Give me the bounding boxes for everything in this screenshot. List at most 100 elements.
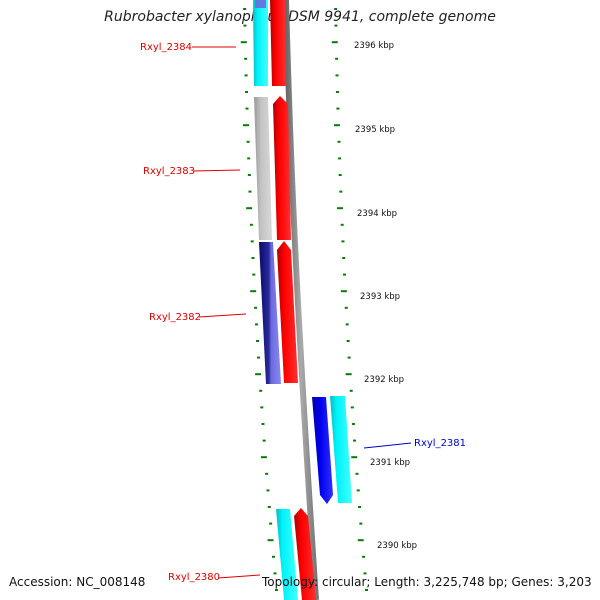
ruler-tick [358,506,362,508]
gene-rxyl-2383[interactable] [254,96,291,240]
ruler-tick [260,406,264,409]
ruler-tick [245,107,249,110]
gene-label-rxyl-2380[interactable]: Rxyl_2380 [168,572,220,583]
kbp-label-2391: 2391 kbp [370,458,410,468]
gene-rxyl-2380[interactable] [276,508,316,600]
ruler-tick [254,306,258,309]
genome-backbone [283,0,319,600]
ruler-tick [257,356,261,359]
ruler-tick [243,24,247,27]
ruler-tick [260,456,267,459]
ruler-tick [349,389,353,392]
gene-rxyl-2384[interactable] [253,0,286,86]
leader-line-2381 [363,442,412,449]
leader-line-2380 [217,574,261,579]
kbp-label-2392: 2392 kbp [364,375,404,385]
ruler-tick [363,572,367,575]
ruler-tick [357,539,364,542]
ruler-tick [243,124,250,127]
ruler-tick [338,157,342,160]
ruler-tick [331,41,338,44]
ruler-left [240,8,278,591]
ruler-tick [267,539,274,542]
ruler-tick [336,107,340,110]
ruler-tick [252,273,256,276]
genome-info-text: Topology: circular; Length: 3,225,748 bp… [262,575,592,589]
kbp-label-2393: 2393 kbp [360,292,400,302]
ruler-tick [259,389,263,392]
ruler-tick [341,240,345,243]
ruler-tick [345,323,349,326]
ruler-tick [335,74,339,77]
ruler-tick [246,207,253,210]
ruler-tick [274,589,278,591]
kbp-label-2390: 2390 kbp [377,541,417,551]
ruler-tick [247,157,251,160]
ruler-tick [351,423,355,425]
ruler-tick [355,472,359,475]
ruler-tick [356,489,360,492]
ruler-tick [359,522,363,525]
ruler-tick [256,340,260,342]
ruler-tick [338,174,342,176]
leader-line-2382 [198,313,247,318]
gene-label-rxyl-2381[interactable]: Rxyl_2381 [414,438,466,449]
ruler-tick [250,240,254,243]
ruler-tick [245,91,249,93]
gene-label-rxyl-2384[interactable]: Rxyl_2384 [140,42,192,53]
ruler-tick [335,57,339,60]
leader-line-2383 [192,169,241,172]
gene-rxyl-2381[interactable] [312,396,352,504]
ruler-right [331,8,369,591]
ruler-tick [250,290,257,293]
ruler-tick [269,522,273,525]
ruler-tick [251,257,255,259]
ruler-tick [243,8,247,10]
ruler-tick [344,306,348,309]
ruler-tick [271,555,275,558]
ruler-tick [333,124,340,127]
kbp-label-2395: 2395 kbp [355,125,395,135]
ruler-tick [353,439,357,442]
ruler-tick [350,406,354,409]
ruler-tick [244,57,248,60]
ruler-tick [346,340,350,342]
accession-text: Accession: NC_008148 [9,575,146,589]
ruler-tick [246,140,250,143]
ruler-tick [340,223,344,226]
gene-label-rxyl-2383[interactable]: Rxyl_2383 [143,166,195,177]
kbp-label-2394: 2394 kbp [357,209,397,219]
ruler-tick [265,472,269,475]
ruler-tick [362,555,366,558]
ruler-tick [247,174,251,176]
ruler-tick [337,140,341,143]
ruler-tick [267,506,271,508]
ruler-tick [255,373,262,376]
ruler-tick [244,74,248,77]
gene-rxyl-2382[interactable] [259,241,298,384]
ruler-tick [335,91,339,93]
ruler-tick [339,190,343,193]
ruler-tick [334,24,338,27]
ruler-tick [336,207,343,210]
ruler-tick [273,572,277,575]
kbp-label-2396: 2396 kbp [354,41,394,51]
ruler-tick [365,589,369,591]
ruler-tick [248,190,252,193]
ruler-tick [249,223,253,226]
ruler-tick [261,423,265,425]
ruler-tick [240,41,247,44]
gene-label-rxyl-2382[interactable]: Rxyl_2382 [149,312,201,323]
ruler-tick [342,257,346,259]
page-title: Rubrobacter xylanophilus DSM 9941, compl… [104,9,496,25]
ruler-tick [343,273,347,276]
ruler-tick [334,8,338,10]
ruler-tick [351,456,358,459]
ruler-tick [266,489,270,492]
ruler-tick [345,373,352,376]
ruler-tick [255,323,259,326]
ruler-tick [340,290,347,293]
ruler-tick [347,356,351,359]
